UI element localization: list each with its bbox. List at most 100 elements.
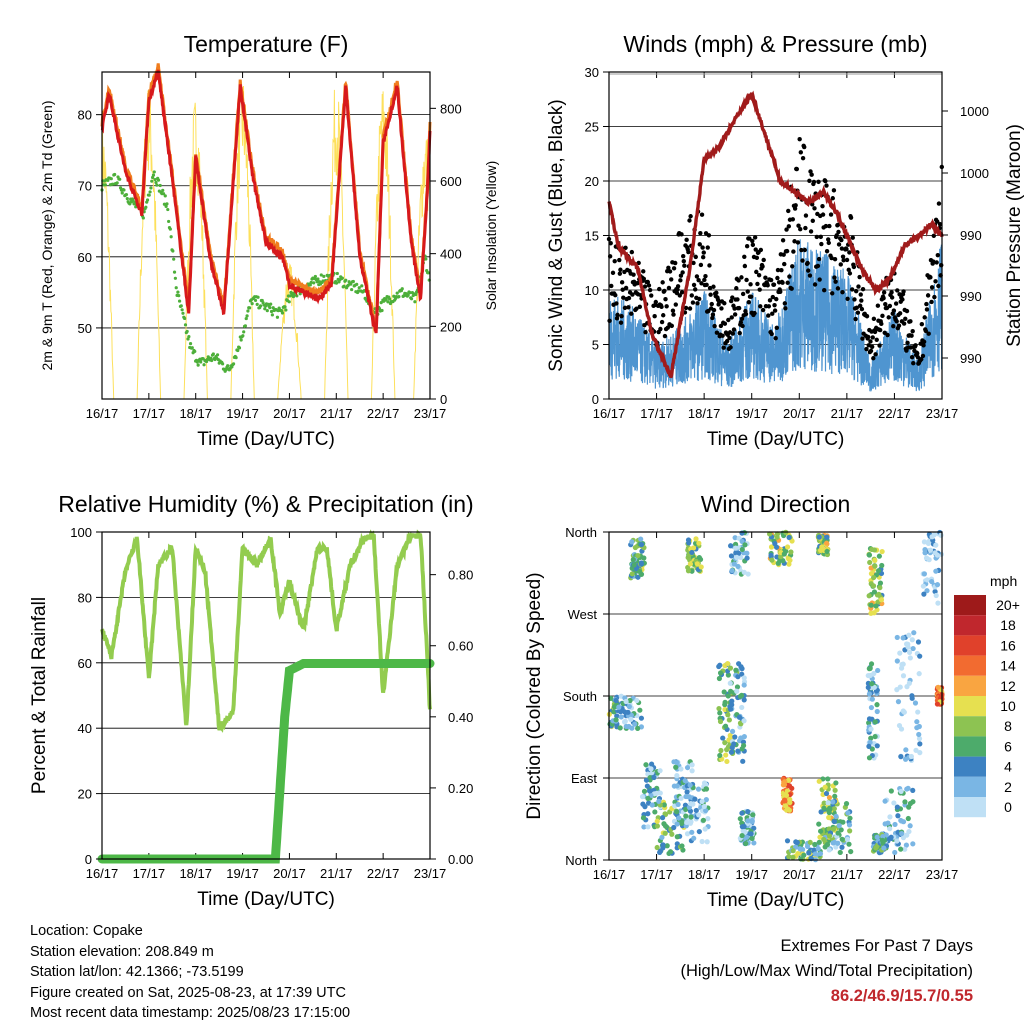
gust-point (711, 307, 717, 313)
gust-point (738, 320, 744, 325)
legend-label: 18 (1000, 617, 1016, 633)
direction-point (913, 747, 919, 753)
direction-point (790, 848, 796, 854)
legend-swatch (954, 635, 986, 656)
gust-point (846, 267, 851, 273)
gust-point (818, 234, 823, 240)
direction-point (652, 809, 658, 815)
gust-point (629, 249, 635, 255)
gust-point (871, 356, 876, 361)
y-tick-label: South (563, 689, 597, 704)
gust-point (760, 264, 765, 269)
direction-point (837, 849, 843, 856)
direction-point (866, 716, 873, 722)
legend-label: 20+ (996, 597, 1020, 613)
gust-point (919, 357, 924, 362)
direction-point (872, 733, 878, 740)
dewpoint-point (255, 302, 259, 306)
dewpoint-point (199, 360, 203, 364)
direction-point (839, 844, 845, 850)
direction-point (784, 788, 790, 794)
humidity-chart: Relative Humidity (%) & Precipitation (i… (29, 491, 474, 910)
gust-point (673, 302, 678, 307)
direction-point (933, 568, 939, 574)
direction-point (722, 740, 728, 746)
direction-point (645, 811, 651, 817)
direction-point (638, 561, 644, 567)
dewpoint-point (250, 302, 254, 306)
gust-point (782, 261, 787, 267)
dewpoint-point (397, 295, 401, 299)
gust-point (618, 267, 623, 272)
direction-point (900, 661, 906, 667)
direction-point (845, 810, 851, 816)
gust-point (786, 208, 791, 214)
direction-point (824, 534, 830, 540)
gust-point (860, 336, 865, 341)
extremes-title: Extremes For Past 7 Days (780, 937, 973, 955)
gust-point (790, 264, 795, 269)
gust-point (908, 319, 913, 324)
gust-point (805, 260, 810, 266)
gust-point (704, 282, 709, 288)
gust-point (662, 288, 667, 294)
dewpoint-point (177, 299, 182, 303)
gust-point (855, 310, 861, 315)
gust-point (757, 287, 762, 292)
direction-point (688, 814, 694, 820)
y2-tick-label: 0.00 (448, 852, 473, 867)
direction-point (621, 709, 628, 715)
y2-tick-label: 0.60 (448, 639, 473, 654)
direction-point (693, 536, 699, 542)
direction-point (675, 801, 681, 808)
x-tick-label: 18/17 (179, 866, 212, 881)
dewpoint-point (181, 311, 185, 315)
direction-point (739, 538, 745, 544)
gust-point (783, 306, 788, 311)
gust-point (929, 285, 935, 290)
direction-point (874, 743, 880, 749)
gust-point (840, 254, 846, 259)
gust-point (933, 279, 938, 284)
direction-point (865, 684, 871, 691)
extremes-box: Extremes For Past 7 Days (High/Low/Max W… (680, 934, 973, 1009)
dewpoint-point (243, 324, 247, 328)
direction-point (923, 555, 930, 561)
direction-point (895, 813, 901, 819)
dewpoint-point (144, 205, 148, 209)
gust-point (667, 269, 673, 274)
direction-point (909, 693, 915, 699)
legend-swatch (954, 797, 986, 818)
direction-point (910, 645, 916, 652)
direction-point (689, 829, 695, 835)
direction-point (738, 735, 744, 741)
direction-point (821, 836, 827, 843)
direction-point (866, 552, 872, 558)
direction-point (716, 663, 722, 670)
dewpoint-point (152, 170, 156, 174)
dewpoint-point (154, 180, 158, 185)
y-tick-label: 60 (78, 656, 92, 671)
gust-point (754, 269, 759, 275)
direction-point (740, 758, 746, 764)
direction-point (684, 819, 690, 825)
dewpoint-point (109, 177, 113, 181)
dewpoint-point (103, 183, 107, 187)
latlon-text: Station lat/lon: 42.1366; -73.5199 (30, 964, 244, 980)
direction-point (628, 716, 634, 722)
direction-point (638, 541, 645, 548)
legend-swatch (954, 716, 986, 737)
direction-point (684, 831, 691, 837)
y-tick-label: 10 (585, 283, 599, 298)
direction-point (736, 714, 743, 720)
gust-point (731, 327, 737, 332)
created-text: Figure created on Sat, 2025-08-23, at 17… (30, 984, 346, 1001)
gust-point (677, 293, 682, 298)
x-tick-label: 17/17 (133, 406, 166, 421)
gust-point (794, 166, 800, 172)
direction-point (626, 703, 632, 710)
dewpoint-point (155, 183, 159, 187)
gust-point (710, 315, 715, 321)
dewpoint-point (166, 207, 170, 212)
gust-point (811, 179, 817, 185)
